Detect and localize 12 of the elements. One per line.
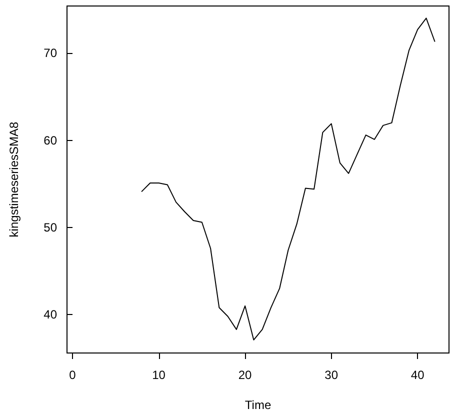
x-tick-label: 20 [238,368,252,382]
x-tick-label: 0 [69,368,76,382]
y-tick-label: 50 [44,220,58,234]
x-tick-label: 40 [410,368,425,382]
x-axis-title: Time [244,398,272,412]
line-series [141,18,436,340]
y-tick-label: 40 [44,308,58,322]
x-tick-label: 30 [324,368,338,382]
y-tick-label: 70 [44,46,58,60]
x-tick-label: 10 [152,368,166,382]
y-tick-label: 60 [44,133,58,148]
y-axis-title: kingstimeseriesSMA8 [7,121,21,238]
